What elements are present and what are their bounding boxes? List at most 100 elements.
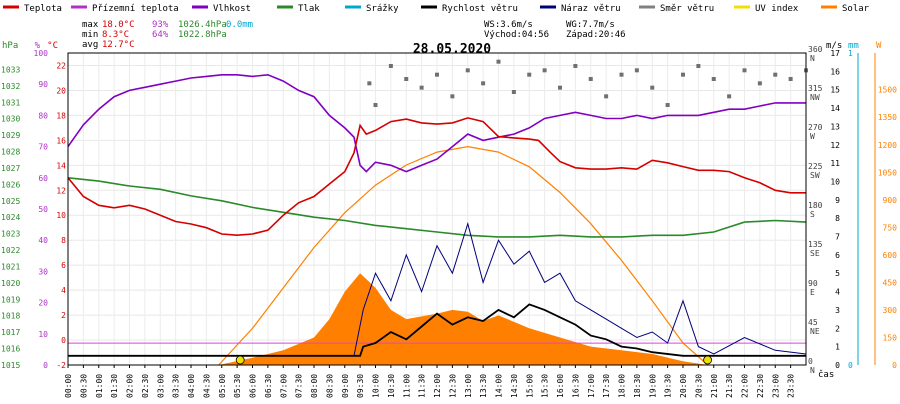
wind-direction-point [388, 64, 393, 68]
tick-label-rain: 1 [848, 49, 853, 58]
legend-label: Směr větru [660, 4, 714, 14]
x-tick-label: 20:30 [694, 374, 703, 398]
tick-label-temperature: -2 [56, 361, 66, 370]
tick-label-wind: 17 [830, 49, 840, 58]
x-tick-label: 10:30 [387, 374, 396, 398]
tick-label-pressure: 1031 [1, 98, 20, 107]
x-tick-label: 07:30 [295, 374, 304, 398]
legend-label: Náraz větru [561, 4, 621, 14]
tick-label-humidity: 10 [38, 330, 48, 339]
x-tick-label: 13:30 [479, 374, 488, 398]
tick-label-wind: 7 [835, 233, 840, 242]
stats-max-press: 1026.4hPa [178, 20, 227, 30]
tick-label-humidity: 90 [38, 80, 48, 89]
tick-label-pressure: 1024 [1, 213, 20, 222]
legend-label: UV index [755, 4, 799, 14]
x-tick-label: 23:00 [771, 374, 780, 398]
tick-label-solar: 1200 [878, 141, 897, 150]
tick-label-wind: 4 [835, 288, 840, 297]
tick-label-solar: 150 [883, 333, 898, 342]
tick-label-wind: 10 [830, 177, 840, 186]
axis-label-rain: mm [848, 41, 859, 51]
tick-label-wind: 0 [835, 361, 840, 370]
stats-avg-label: avg [82, 40, 98, 50]
x-tick-label: 17:30 [602, 374, 611, 398]
stats-max-label: max [82, 20, 99, 30]
stats-sunset: Západ:20:46 [566, 30, 626, 40]
wind-direction-point [367, 81, 372, 86]
x-tick-label: 06:30 [264, 374, 273, 398]
x-tick-label: 08:30 [325, 374, 334, 398]
x-tick-label: 16:30 [571, 374, 580, 398]
tick-label-pressure: 1033 [1, 65, 20, 74]
tick-label-solar: 1050 [878, 168, 897, 177]
stats-block: max 18.0°C 93% 1026.4hPa 0.0mm min 8.3°C… [82, 20, 626, 50]
tick-label-wind: 3 [835, 306, 840, 315]
tick-label-wind: 6 [835, 251, 840, 260]
x-tick-label: 04:30 [202, 374, 211, 398]
wind-direction-point [650, 85, 655, 90]
wind-direction-point [711, 77, 716, 81]
tick-label-pressure: 1029 [1, 131, 20, 140]
x-tick-label: 12:30 [448, 374, 457, 398]
tick-label-temperature: 20 [56, 86, 66, 95]
tick-label-wind: 16 [830, 67, 840, 76]
wind-direction-point [465, 68, 470, 73]
x-tick-label: 22:00 [741, 374, 750, 398]
tick-label-pressure: 1027 [1, 164, 20, 173]
stats-sunrise: Východ:04:56 [484, 30, 549, 40]
x-tick-label: 12:00 [433, 374, 442, 398]
tick-label-humidity: 100 [34, 49, 49, 58]
tick-label-direction: 90 [808, 279, 818, 288]
series-solar [218, 145, 708, 366]
tick-label-pressure: 1030 [1, 115, 20, 124]
tick-label-humidity: 50 [38, 205, 48, 214]
wind-direction-point [681, 72, 685, 77]
tick-label-temperature: 8 [61, 236, 66, 245]
tick-label-temperature: 0 [61, 336, 66, 345]
tick-label-pressure: 1032 [1, 82, 20, 91]
tick-label-pressure: 1025 [1, 197, 20, 206]
x-tick-label: 21:30 [725, 374, 734, 398]
x-tick-label: 22:30 [756, 374, 765, 398]
tick-label-wind: 15 [830, 86, 840, 95]
stats-min-label: min [82, 30, 98, 40]
tick-label-direction: 135 [808, 240, 823, 249]
tick-label-humidity: 60 [38, 174, 48, 183]
axis-label-solar: W [876, 41, 882, 51]
axis-label-humidity: % [35, 41, 41, 51]
x-tick-label: 03:30 [172, 374, 181, 398]
wind-direction-point [404, 77, 409, 81]
tick-label-wind: 11 [830, 159, 840, 168]
legend-label: Přízemní teplota [92, 4, 179, 14]
uv-marker [703, 355, 712, 365]
tick-label-pressure: 1023 [1, 230, 20, 239]
x-tick-label: 21:00 [710, 374, 719, 398]
tick-label-pressure: 1022 [1, 246, 20, 255]
tick-label-wind: 14 [830, 104, 840, 113]
wind-direction-point [419, 85, 424, 90]
tick-label-humidity: 30 [38, 267, 48, 276]
x-tick-label: 17:00 [587, 374, 596, 398]
legend-label: Teplota [24, 4, 62, 14]
tick-label-temperature: 16 [56, 136, 66, 145]
x-tick-label: 00:30 [79, 374, 88, 398]
wind-direction-point [757, 81, 762, 86]
wind-direction-point [788, 77, 793, 81]
stats-ws: WS:3.6m/s [484, 20, 533, 30]
x-tick-label: 05:00 [218, 374, 227, 398]
x-tick-label: 02:30 [141, 374, 150, 398]
stats-min-press: 1022.8hPa [178, 30, 227, 40]
tick-label-solar: 1500 [878, 86, 897, 95]
x-tick-label: 14:30 [510, 374, 519, 398]
wind-direction-point [573, 64, 578, 68]
tick-label-wind: 12 [830, 141, 840, 150]
tick-label-wind: 8 [835, 214, 840, 223]
tick-label-solar: 600 [883, 251, 898, 260]
legend-label: Tlak [298, 4, 320, 14]
tick-label-pressure: 1026 [1, 180, 20, 189]
series-temperature [67, 117, 806, 237]
tick-label-solar: 300 [883, 306, 898, 315]
tick-label-direction-name: SE [810, 249, 820, 258]
